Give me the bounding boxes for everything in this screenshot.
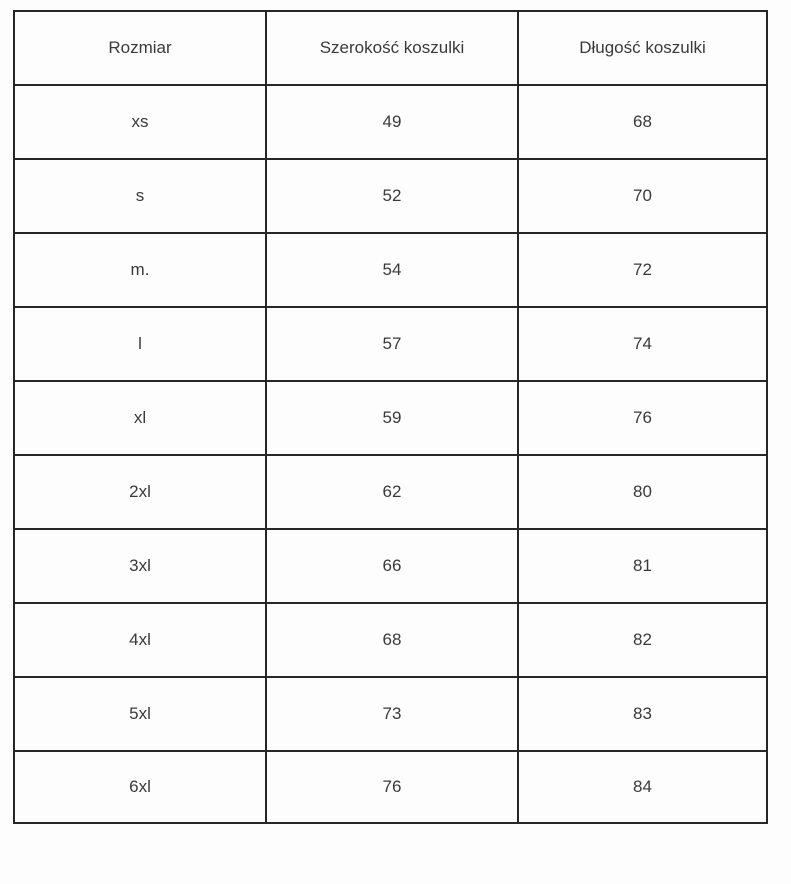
cell-size: 2xl xyxy=(13,454,267,530)
header-row: Rozmiar Szerokość koszulki Długość koszu… xyxy=(13,10,768,86)
cell-size: xl xyxy=(13,380,267,456)
table-row: 2xl 62 80 xyxy=(13,454,768,530)
table-row: xs 49 68 xyxy=(13,84,768,160)
cell-length: 81 xyxy=(517,528,768,604)
table-row: 6xl 76 84 xyxy=(13,750,768,824)
cell-width: 66 xyxy=(265,528,519,604)
cell-length: 82 xyxy=(517,602,768,678)
cell-length: 83 xyxy=(517,676,768,752)
cell-length: 76 xyxy=(517,380,768,456)
cell-width: 57 xyxy=(265,306,519,382)
cell-width: 73 xyxy=(265,676,519,752)
cell-width: 76 xyxy=(265,750,519,824)
cell-size: 3xl xyxy=(13,528,267,604)
cell-width: 52 xyxy=(265,158,519,234)
cell-size: m. xyxy=(13,232,267,308)
cell-width: 54 xyxy=(265,232,519,308)
cell-length: 70 xyxy=(517,158,768,234)
size-table: Rozmiar Szerokość koszulki Długość koszu… xyxy=(13,10,768,824)
cell-size: 6xl xyxy=(13,750,267,824)
cell-length: 72 xyxy=(517,232,768,308)
cell-length: 68 xyxy=(517,84,768,160)
table-row: s 52 70 xyxy=(13,158,768,234)
table-row: 4xl 68 82 xyxy=(13,602,768,678)
table-row: 3xl 66 81 xyxy=(13,528,768,604)
table-row: xl 59 76 xyxy=(13,380,768,456)
cell-size: 5xl xyxy=(13,676,267,752)
cell-length: 80 xyxy=(517,454,768,530)
cell-size: l xyxy=(13,306,267,382)
cell-size: 4xl xyxy=(13,602,267,678)
header-length: Długość koszulki xyxy=(517,10,768,86)
cell-width: 49 xyxy=(265,84,519,160)
header-size: Rozmiar xyxy=(13,10,267,86)
cell-width: 59 xyxy=(265,380,519,456)
cell-length: 84 xyxy=(517,750,768,824)
header-width: Szerokość koszulki xyxy=(265,10,519,86)
table-row: m. 54 72 xyxy=(13,232,768,308)
cell-length: 74 xyxy=(517,306,768,382)
cell-size: s xyxy=(13,158,267,234)
cell-width: 62 xyxy=(265,454,519,530)
cell-width: 68 xyxy=(265,602,519,678)
table-row: 5xl 73 83 xyxy=(13,676,768,752)
table-row: l 57 74 xyxy=(13,306,768,382)
cell-size: xs xyxy=(13,84,267,160)
